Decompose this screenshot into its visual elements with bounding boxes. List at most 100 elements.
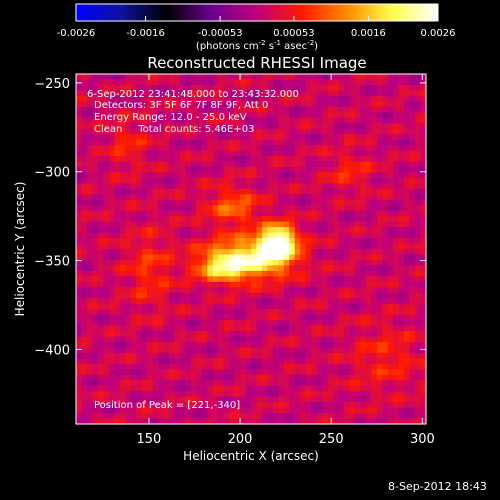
heatmap-cell (360, 249, 367, 256)
heatmap-cell (86, 352, 94, 359)
heatmap-cell (147, 341, 154, 349)
heatmap-cell (371, 74, 378, 81)
heatmap-cell (360, 369, 367, 376)
heatmap-cell (190, 287, 197, 294)
heatmap-cell (333, 139, 340, 146)
heatmap-cell (174, 232, 181, 239)
heatmap-cell (119, 396, 126, 403)
heatmap-cell (201, 396, 208, 403)
heatmap-cell (168, 298, 176, 305)
heatmap-cell (81, 369, 88, 376)
heatmap-cell (322, 172, 329, 179)
heatmap-cell (338, 418, 345, 425)
heatmap-cell (316, 281, 323, 288)
heatmap-cell (147, 281, 154, 288)
heatmap-cell (114, 320, 121, 327)
heatmap-cell (261, 276, 269, 283)
heatmap-cell (371, 123, 378, 130)
heatmap-cell (158, 325, 165, 332)
heatmap-cell (354, 221, 361, 228)
heatmap-cell (371, 117, 378, 124)
heatmap-cell (311, 139, 318, 146)
heatmap-cell (256, 84, 263, 92)
heatmap-cell (376, 270, 383, 277)
heatmap-cell (108, 177, 115, 184)
heatmap-cell (272, 172, 279, 179)
heatmap-cell (158, 90, 165, 97)
heatmap-cell (218, 413, 225, 420)
heatmap-cell (322, 216, 329, 223)
heatmap-cell (152, 413, 159, 420)
heatmap-cell (240, 347, 247, 354)
heatmap-cell (300, 188, 307, 195)
heatmap-cell (207, 112, 214, 119)
heatmap-cell (97, 84, 104, 92)
heatmap-cell (136, 134, 143, 141)
heatmap-cell (267, 194, 274, 201)
heatmap-cell (196, 396, 203, 403)
heatmap-cell (398, 194, 405, 201)
heatmap-cell (163, 374, 170, 381)
heatmap-cell (97, 309, 104, 316)
heatmap-cell (420, 385, 427, 392)
heatmap-cell (338, 156, 345, 163)
heatmap-cell (234, 385, 241, 392)
heatmap-cell (327, 331, 334, 338)
heatmap-cell (349, 374, 356, 381)
heatmap-cell (278, 172, 285, 179)
heatmap-cell (245, 128, 252, 135)
heatmap-cell (261, 385, 269, 392)
heatmap-cell (371, 281, 378, 288)
heatmap-cell (152, 172, 159, 179)
heatmap-cell (185, 374, 192, 381)
heatmap-cell (294, 287, 301, 294)
heatmap-cell (305, 292, 312, 299)
heatmap-cell (114, 117, 121, 124)
heatmap-cell (158, 188, 165, 195)
heatmap-cell (196, 254, 203, 261)
heatmap-cell (327, 74, 334, 81)
heatmap-cell (354, 407, 361, 414)
heatmap-cell (158, 254, 165, 261)
heatmap-cell (333, 413, 340, 420)
heatmap-cell (256, 303, 263, 310)
heatmap-cell (354, 74, 361, 81)
heatmap-cell (409, 84, 416, 92)
heatmap-cell (409, 276, 416, 283)
heatmap-cell (322, 199, 329, 206)
heatmap-cell (114, 188, 121, 195)
heatmap-cell (114, 238, 121, 245)
heatmap-cell (311, 134, 318, 141)
heatmap-cell (141, 166, 148, 174)
heatmap-cell (343, 270, 351, 277)
heatmap-cell (420, 101, 427, 108)
heatmap-cell (229, 112, 236, 119)
heatmap-cell (283, 79, 290, 86)
heatmap-cell (108, 336, 115, 343)
heatmap-cell (97, 259, 104, 267)
heatmap-cell (119, 292, 126, 299)
heatmap-cell (343, 172, 351, 179)
heatmap-cell (294, 199, 301, 206)
heatmap-cell (371, 402, 378, 409)
heatmap-cell (168, 134, 176, 141)
heatmap-cell (283, 117, 290, 124)
heatmap-cell (147, 363, 154, 370)
heatmap-cell (256, 128, 263, 135)
heatmap-cell (147, 385, 154, 392)
heatmap-cell (179, 347, 186, 354)
heatmap-cell (152, 374, 159, 381)
heatmap-cell (196, 298, 203, 305)
heatmap-cell (365, 238, 372, 245)
heatmap-cell (404, 172, 411, 179)
heatmap-cell (223, 374, 230, 381)
heatmap-cell (360, 341, 367, 349)
heatmap-cell (141, 139, 148, 146)
heatmap-cell (185, 325, 192, 332)
heatmap-cell (272, 391, 279, 398)
heatmap-cell (114, 161, 121, 168)
heatmap-cell (376, 95, 383, 102)
x-tick-label: 300 (410, 432, 435, 447)
heatmap-cell (300, 363, 307, 370)
heatmap-cell (376, 276, 383, 283)
